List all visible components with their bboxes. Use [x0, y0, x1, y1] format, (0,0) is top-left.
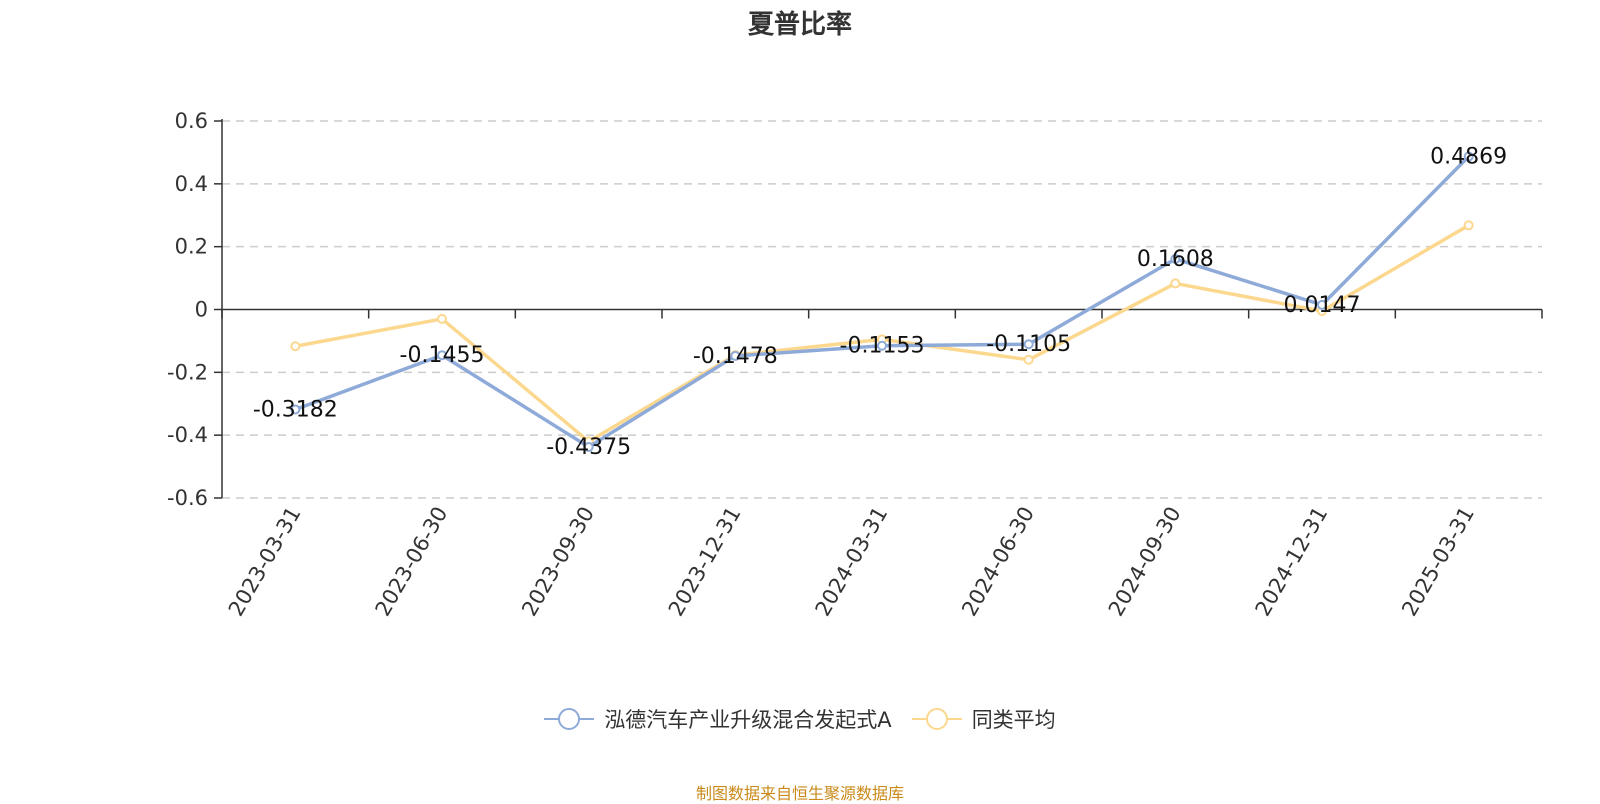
line-chart: -0.6 -0.4 -0.2 0 0.2 0.4 0.6 2023-03-31 2023-06-… [167, 109, 1543, 621]
y-tick-label: -0.4 [167, 423, 208, 447]
series-2-point [1170, 278, 1181, 289]
data-label: 0.4869 [1430, 145, 1507, 170]
x-tick-label: 2023-06-30 [371, 503, 453, 621]
x-tick-label: 2024-09-30 [1104, 503, 1186, 621]
x-tick-label: 2023-03-31 [224, 503, 306, 621]
series [290, 151, 1474, 452]
y-tick-label: -0.6 [167, 486, 208, 510]
data-label: -0.3182 [253, 397, 338, 422]
x-tick-label: 2024-03-31 [811, 503, 893, 621]
series-1-point [877, 340, 887, 351]
source-note: 制图数据来自恒生聚源数据库 [695, 784, 904, 803]
legend-item-series-2[interactable]: 同类平均 [911, 704, 1056, 734]
legend-label-series-2: 同类平均 [971, 708, 1056, 732]
data-label: -0.1455 [400, 343, 485, 368]
series-1-point [1170, 253, 1181, 264]
y-tick-label: 0.2 [175, 235, 208, 259]
legend-label-series-1: 泓德汽车产业升级混合发起式A [604, 708, 892, 732]
series-1-point [1463, 151, 1474, 162]
axes: -0.6 -0.4 -0.2 0 0.2 0.4 0.6 2023-03-31 2023-06-… [167, 109, 1543, 621]
data-label: 0.1608 [1137, 247, 1214, 272]
series-2-point [1463, 220, 1474, 231]
series-2-point [1023, 354, 1034, 365]
series-1-point [730, 350, 741, 361]
chart-title: 夏普比率 [747, 10, 852, 40]
data-label: -0.1478 [693, 344, 778, 369]
data-label: -0.1105 [986, 332, 1071, 357]
data-label: -0.1153 [840, 334, 925, 359]
series-1-point [290, 404, 301, 415]
series-1-point [437, 350, 447, 361]
x-tick-label: 2023-09-30 [517, 503, 599, 621]
series-2-point [437, 313, 447, 324]
series-1-point [1317, 299, 1327, 310]
x-tick-label: 2024-06-30 [957, 503, 1039, 621]
y-tick-label: 0 [195, 298, 208, 322]
legend-marker-series-2-icon [911, 708, 962, 730]
data-label: -0.4375 [546, 435, 631, 460]
data-labels: -0.3182 -0.1455 -0.4375 -0.1478 -0.1153 -0.11… [253, 145, 1507, 460]
y-tick-label: -0.2 [167, 360, 208, 384]
y-tick-label: 0.4 [175, 172, 208, 196]
x-tick-label: 2025-03-31 [1397, 503, 1479, 621]
x-tick-label: 2023-12-31 [664, 503, 746, 621]
y-tick-label: 0.6 [175, 109, 208, 133]
series-1-point [1023, 339, 1034, 350]
x-tick-label: 2024-12-31 [1251, 503, 1333, 621]
series-1-point [583, 441, 594, 452]
gridlines [222, 120, 1542, 499]
legend-marker-series-1-icon [544, 708, 595, 730]
data-label: 0.0147 [1284, 293, 1361, 318]
legend-item-series-1[interactable]: 泓德汽车产业升级混合发起式A [544, 704, 892, 734]
legend: 泓德汽车产业升级混合发起式A 同类平均 [0, 704, 1600, 734]
series-2-point [290, 341, 301, 352]
